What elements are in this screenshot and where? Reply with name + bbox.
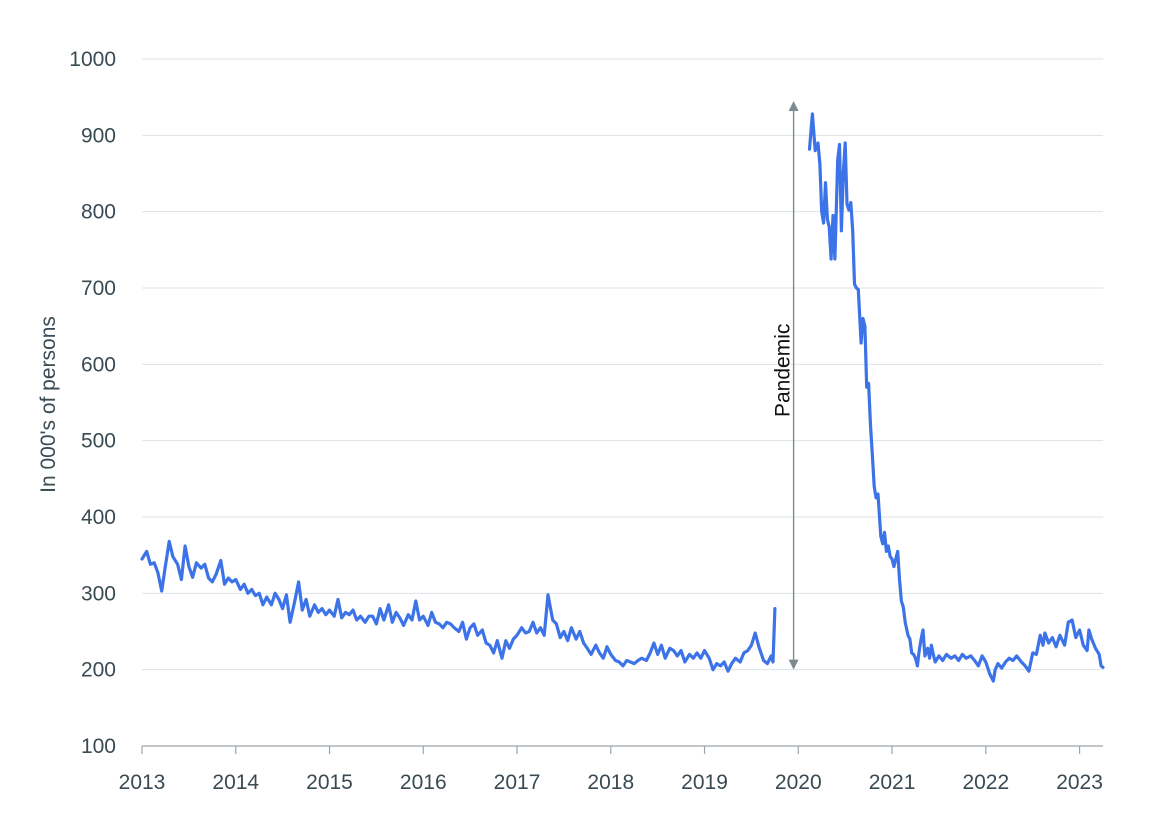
y-axis-title: In 000's of persons — [37, 316, 60, 493]
y-tick-label: 100 — [81, 735, 116, 758]
pandemic-annotation: Pandemic — [772, 100, 799, 670]
y-axis-ticks: 100 200 300 400 500 600 700 800 900 1000 — [69, 48, 116, 758]
x-axis: 2013 2014 2015 2016 2017 2018 2019 2020 2021 2022… — [119, 745, 1103, 794]
x-tick-label: 2019 — [681, 771, 728, 794]
y-tick-label: 200 — [81, 659, 116, 682]
x-tick-label: 2023 — [1056, 771, 1103, 794]
x-tick-label: 2016 — [400, 771, 447, 794]
y-tick-label: 700 — [81, 277, 116, 300]
x-tick-label: 2022 — [962, 771, 1009, 794]
x-tick-label: 2013 — [119, 771, 166, 794]
annotation-label: Pandemic — [772, 324, 795, 417]
x-tick-label: 2015 — [306, 771, 353, 794]
y-tick-label: 600 — [81, 353, 116, 376]
x-tick-label: 2017 — [494, 771, 541, 794]
x-tick-label: 2020 — [775, 771, 822, 794]
y-tick-label: 800 — [81, 201, 116, 224]
annotation-arrowhead-top — [788, 100, 799, 111]
y-tick-label: 300 — [81, 582, 116, 605]
series-line-1 — [807, 112, 1105, 683]
y-tick-label: 400 — [81, 506, 116, 529]
gridlines — [142, 58, 1103, 671]
y-tick-label: 900 — [81, 124, 116, 147]
x-tick-label: 2021 — [869, 771, 916, 794]
x-tick-label: 2018 — [587, 771, 634, 794]
series-line-0 — [140, 539, 777, 673]
y-tick-label: 1000 — [69, 48, 116, 71]
y-tick-label: 500 — [81, 430, 116, 453]
x-tick-label: 2014 — [212, 771, 259, 794]
series-group — [140, 112, 1105, 683]
annotation-arrowhead-bottom — [788, 659, 799, 670]
